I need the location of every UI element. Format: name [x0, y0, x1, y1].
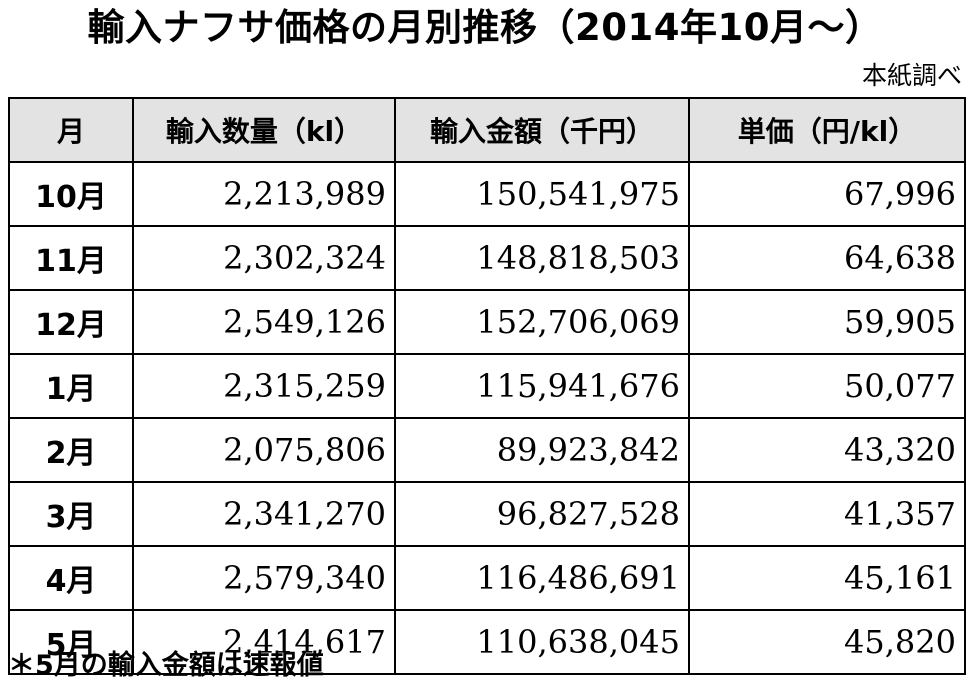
header-quantity: 輸入数量（kl）: [132, 97, 396, 163]
unit-price-cell: 45,161: [688, 545, 966, 611]
header-month: 月: [8, 97, 134, 163]
table-row: 12月 2,549,126 152,706,069 59,905: [8, 289, 966, 355]
quantity-cell: 2,315,259: [132, 353, 396, 419]
table-row: 5月 2,414,617 110,638,045 45,820: [8, 609, 966, 675]
footnote: ＊5月の輸入金額は速報値: [8, 650, 324, 681]
header-unit-price: 単価（円/kl）: [688, 97, 966, 163]
amount-cell: 152,706,069: [394, 289, 690, 355]
quantity-cell: 2,579,340: [132, 545, 396, 611]
amount-cell: 115,941,676: [394, 353, 690, 419]
month-cell: 2月: [8, 417, 134, 483]
amount-cell: 89,923,842: [394, 417, 690, 483]
table-row: 11月 2,302,324 148,818,503 64,638: [8, 225, 966, 291]
unit-price-cell: 67,996: [688, 161, 966, 227]
header-amount: 輸入金額（千円）: [394, 97, 690, 163]
quantity-cell: 2,302,324: [132, 225, 396, 291]
month-cell: 1月: [8, 353, 134, 419]
unit-price-cell: 41,357: [688, 481, 966, 547]
unit-price-cell: 45,820: [688, 609, 966, 675]
quantity-cell: 2,414,617: [132, 609, 396, 675]
amount-cell: 116,486,691: [394, 545, 690, 611]
amount-cell: 110,638,045: [394, 609, 690, 675]
quantity-cell: 2,075,806: [132, 417, 396, 483]
page-title: 輸入ナフサ価格の月別推移（2014年10月～）: [87, 6, 883, 49]
month-cell: 4月: [8, 545, 134, 611]
naphtha-price-table: 月 輸入数量（kl） 輸入金額（千円） 単価（円/kl） 10月 2,213,9…: [8, 97, 966, 675]
month-cell: 5月: [8, 609, 134, 675]
quantity-cell: 2,549,126: [132, 289, 396, 355]
table-header-row: 月 輸入数量（kl） 輸入金額（千円） 単価（円/kl）: [8, 97, 966, 163]
table-row: 1月 2,315,259 115,941,676 50,077: [8, 353, 966, 419]
month-cell: 3月: [8, 481, 134, 547]
table-row: 4月 2,579,340 116,486,691 45,161: [8, 545, 966, 611]
table-row: 10月 2,213,989 150,541,975 67,996: [8, 161, 966, 227]
amount-cell: 96,827,528: [394, 481, 690, 547]
unit-price-cell: 50,077: [688, 353, 966, 419]
unit-price-cell: 43,320: [688, 417, 966, 483]
month-cell: 12月: [8, 289, 134, 355]
amount-cell: 150,541,975: [394, 161, 690, 227]
month-cell: 11月: [8, 225, 134, 291]
quantity-cell: 2,213,989: [132, 161, 396, 227]
month-cell: 10月: [8, 161, 134, 227]
quantity-cell: 2,341,270: [132, 481, 396, 547]
source-label: 本紙調べ: [861, 61, 962, 90]
unit-price-cell: 64,638: [688, 225, 966, 291]
table-row: 3月 2,341,270 96,827,528 41,357: [8, 481, 966, 547]
amount-cell: 148,818,503: [394, 225, 690, 291]
table-row: 2月 2,075,806 89,923,842 43,320: [8, 417, 966, 483]
unit-price-cell: 59,905: [688, 289, 966, 355]
